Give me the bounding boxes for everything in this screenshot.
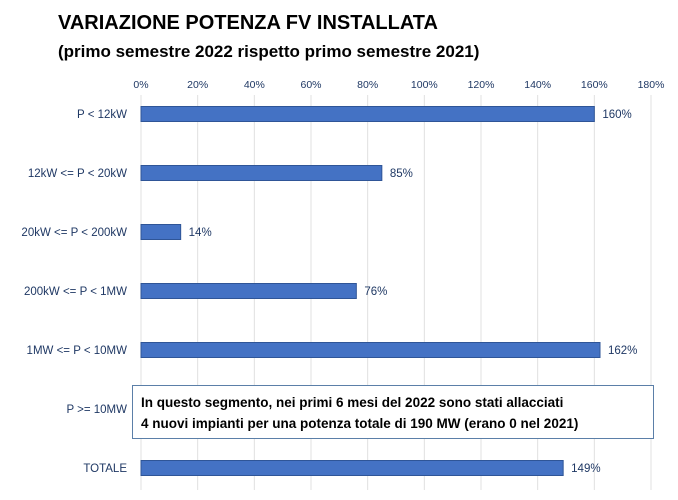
x-tick-label: 140% <box>524 79 551 91</box>
category-label: TOTALE <box>83 463 127 475</box>
category-label: 12kW <= P < 20kW <box>28 168 127 180</box>
bar <box>140 283 357 299</box>
annotation-line-1: In questo segmento, nei primi 6 mesi del… <box>141 395 564 410</box>
x-tick-label: 180% <box>638 79 665 91</box>
x-tick-label: 80% <box>357 79 378 91</box>
data-label: 85% <box>390 168 413 180</box>
bar <box>140 460 564 476</box>
x-tick-label: 120% <box>468 79 495 91</box>
x-tick-label: 20% <box>187 79 208 91</box>
x-tick-label: 100% <box>411 79 438 91</box>
annotation-line-2: 4 nuovi impianti per una potenza totale … <box>141 416 579 431</box>
chart-subtitle: (primo semestre 2022 rispetto primo seme… <box>58 42 480 61</box>
bar <box>140 106 595 122</box>
category-label: 200kW <= P < 1MW <box>24 286 127 298</box>
category-label: P < 12kW <box>77 109 127 121</box>
category-label: 1MW <= P < 10MW <box>27 345 128 357</box>
data-label: 149% <box>571 463 600 475</box>
bar <box>140 342 601 358</box>
x-tick-label: 40% <box>244 79 265 91</box>
x-tick-label: 160% <box>581 79 608 91</box>
data-label: 76% <box>364 286 387 298</box>
data-label: 14% <box>189 227 212 239</box>
category-label: 20kW <= P < 200kW <box>21 227 127 239</box>
annotation-box: In questo segmento, nei primi 6 mesi del… <box>132 385 654 439</box>
x-tick-label: 0% <box>133 79 148 91</box>
bar <box>140 224 182 240</box>
data-label: 160% <box>602 109 631 121</box>
x-tick-label: 60% <box>300 79 321 91</box>
chart-title: VARIAZIONE POTENZA FV INSTALLATA <box>58 12 438 34</box>
data-label: 162% <box>608 345 637 357</box>
bar <box>140 165 383 181</box>
category-label: P >= 10MW <box>66 404 127 416</box>
